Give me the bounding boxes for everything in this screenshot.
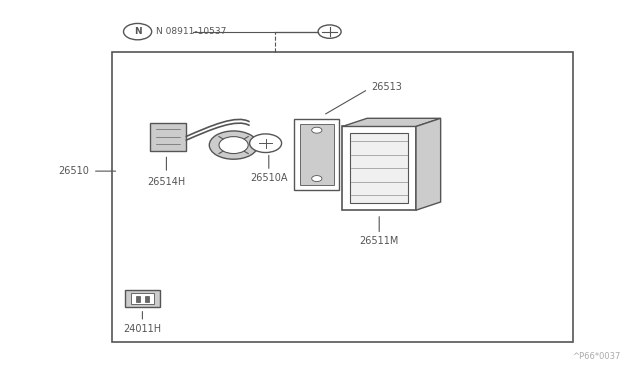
- Bar: [145, 296, 149, 302]
- Bar: [136, 296, 140, 302]
- Text: N: N: [134, 27, 141, 36]
- Circle shape: [312, 127, 322, 133]
- Text: 26513: 26513: [371, 83, 402, 92]
- Bar: [350, 133, 408, 203]
- Polygon shape: [416, 118, 440, 210]
- Bar: [125, 290, 160, 307]
- Bar: [150, 123, 186, 151]
- Polygon shape: [342, 118, 440, 126]
- Text: ^P66*0037: ^P66*0037: [572, 352, 621, 361]
- Bar: [300, 124, 334, 185]
- Circle shape: [209, 131, 258, 159]
- Circle shape: [250, 134, 282, 153]
- Bar: [294, 119, 339, 190]
- Text: 24011H: 24011H: [124, 324, 161, 334]
- Text: 26511M: 26511M: [360, 236, 399, 246]
- Bar: [342, 126, 416, 210]
- Bar: [131, 293, 154, 304]
- Bar: [112, 52, 573, 342]
- Text: N 08911-10537: N 08911-10537: [156, 27, 226, 36]
- Circle shape: [312, 176, 322, 182]
- Text: 26514H: 26514H: [147, 177, 186, 187]
- Text: 26510: 26510: [59, 166, 90, 176]
- Circle shape: [219, 137, 248, 154]
- Text: 26510A: 26510A: [250, 173, 287, 183]
